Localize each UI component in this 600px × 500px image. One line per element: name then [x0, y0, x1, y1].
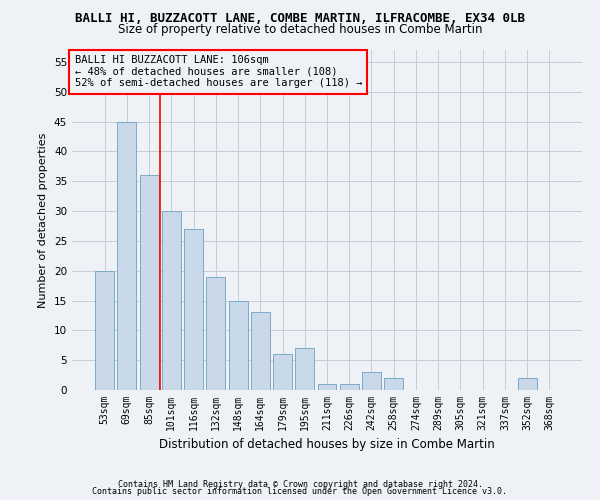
Text: Contains HM Land Registry data © Crown copyright and database right 2024.: Contains HM Land Registry data © Crown c…	[118, 480, 482, 489]
Bar	[384, 378, 403, 390]
X-axis label: Distribution of detached houses by size in Combe Martin: Distribution of detached houses by size …	[159, 438, 495, 452]
Bar	[162, 211, 181, 390]
Bar	[317, 384, 337, 390]
Bar	[118, 122, 136, 390]
Bar	[251, 312, 270, 390]
Bar	[95, 270, 114, 390]
Bar	[140, 176, 158, 390]
Bar	[229, 300, 248, 390]
Bar	[340, 384, 359, 390]
Bar	[184, 229, 203, 390]
Bar	[273, 354, 292, 390]
Text: BALLI HI, BUZZACOTT LANE, COMBE MARTIN, ILFRACOMBE, EX34 0LB: BALLI HI, BUZZACOTT LANE, COMBE MARTIN, …	[75, 12, 525, 26]
Text: BALLI HI BUZZACOTT LANE: 106sqm
← 48% of detached houses are smaller (108)
52% o: BALLI HI BUZZACOTT LANE: 106sqm ← 48% of…	[74, 55, 362, 88]
Bar	[206, 276, 225, 390]
Text: Contains public sector information licensed under the Open Government Licence v3: Contains public sector information licen…	[92, 488, 508, 496]
Bar	[518, 378, 536, 390]
Bar	[362, 372, 381, 390]
Bar	[295, 348, 314, 390]
Text: Size of property relative to detached houses in Combe Martin: Size of property relative to detached ho…	[118, 22, 482, 36]
Y-axis label: Number of detached properties: Number of detached properties	[38, 132, 49, 308]
